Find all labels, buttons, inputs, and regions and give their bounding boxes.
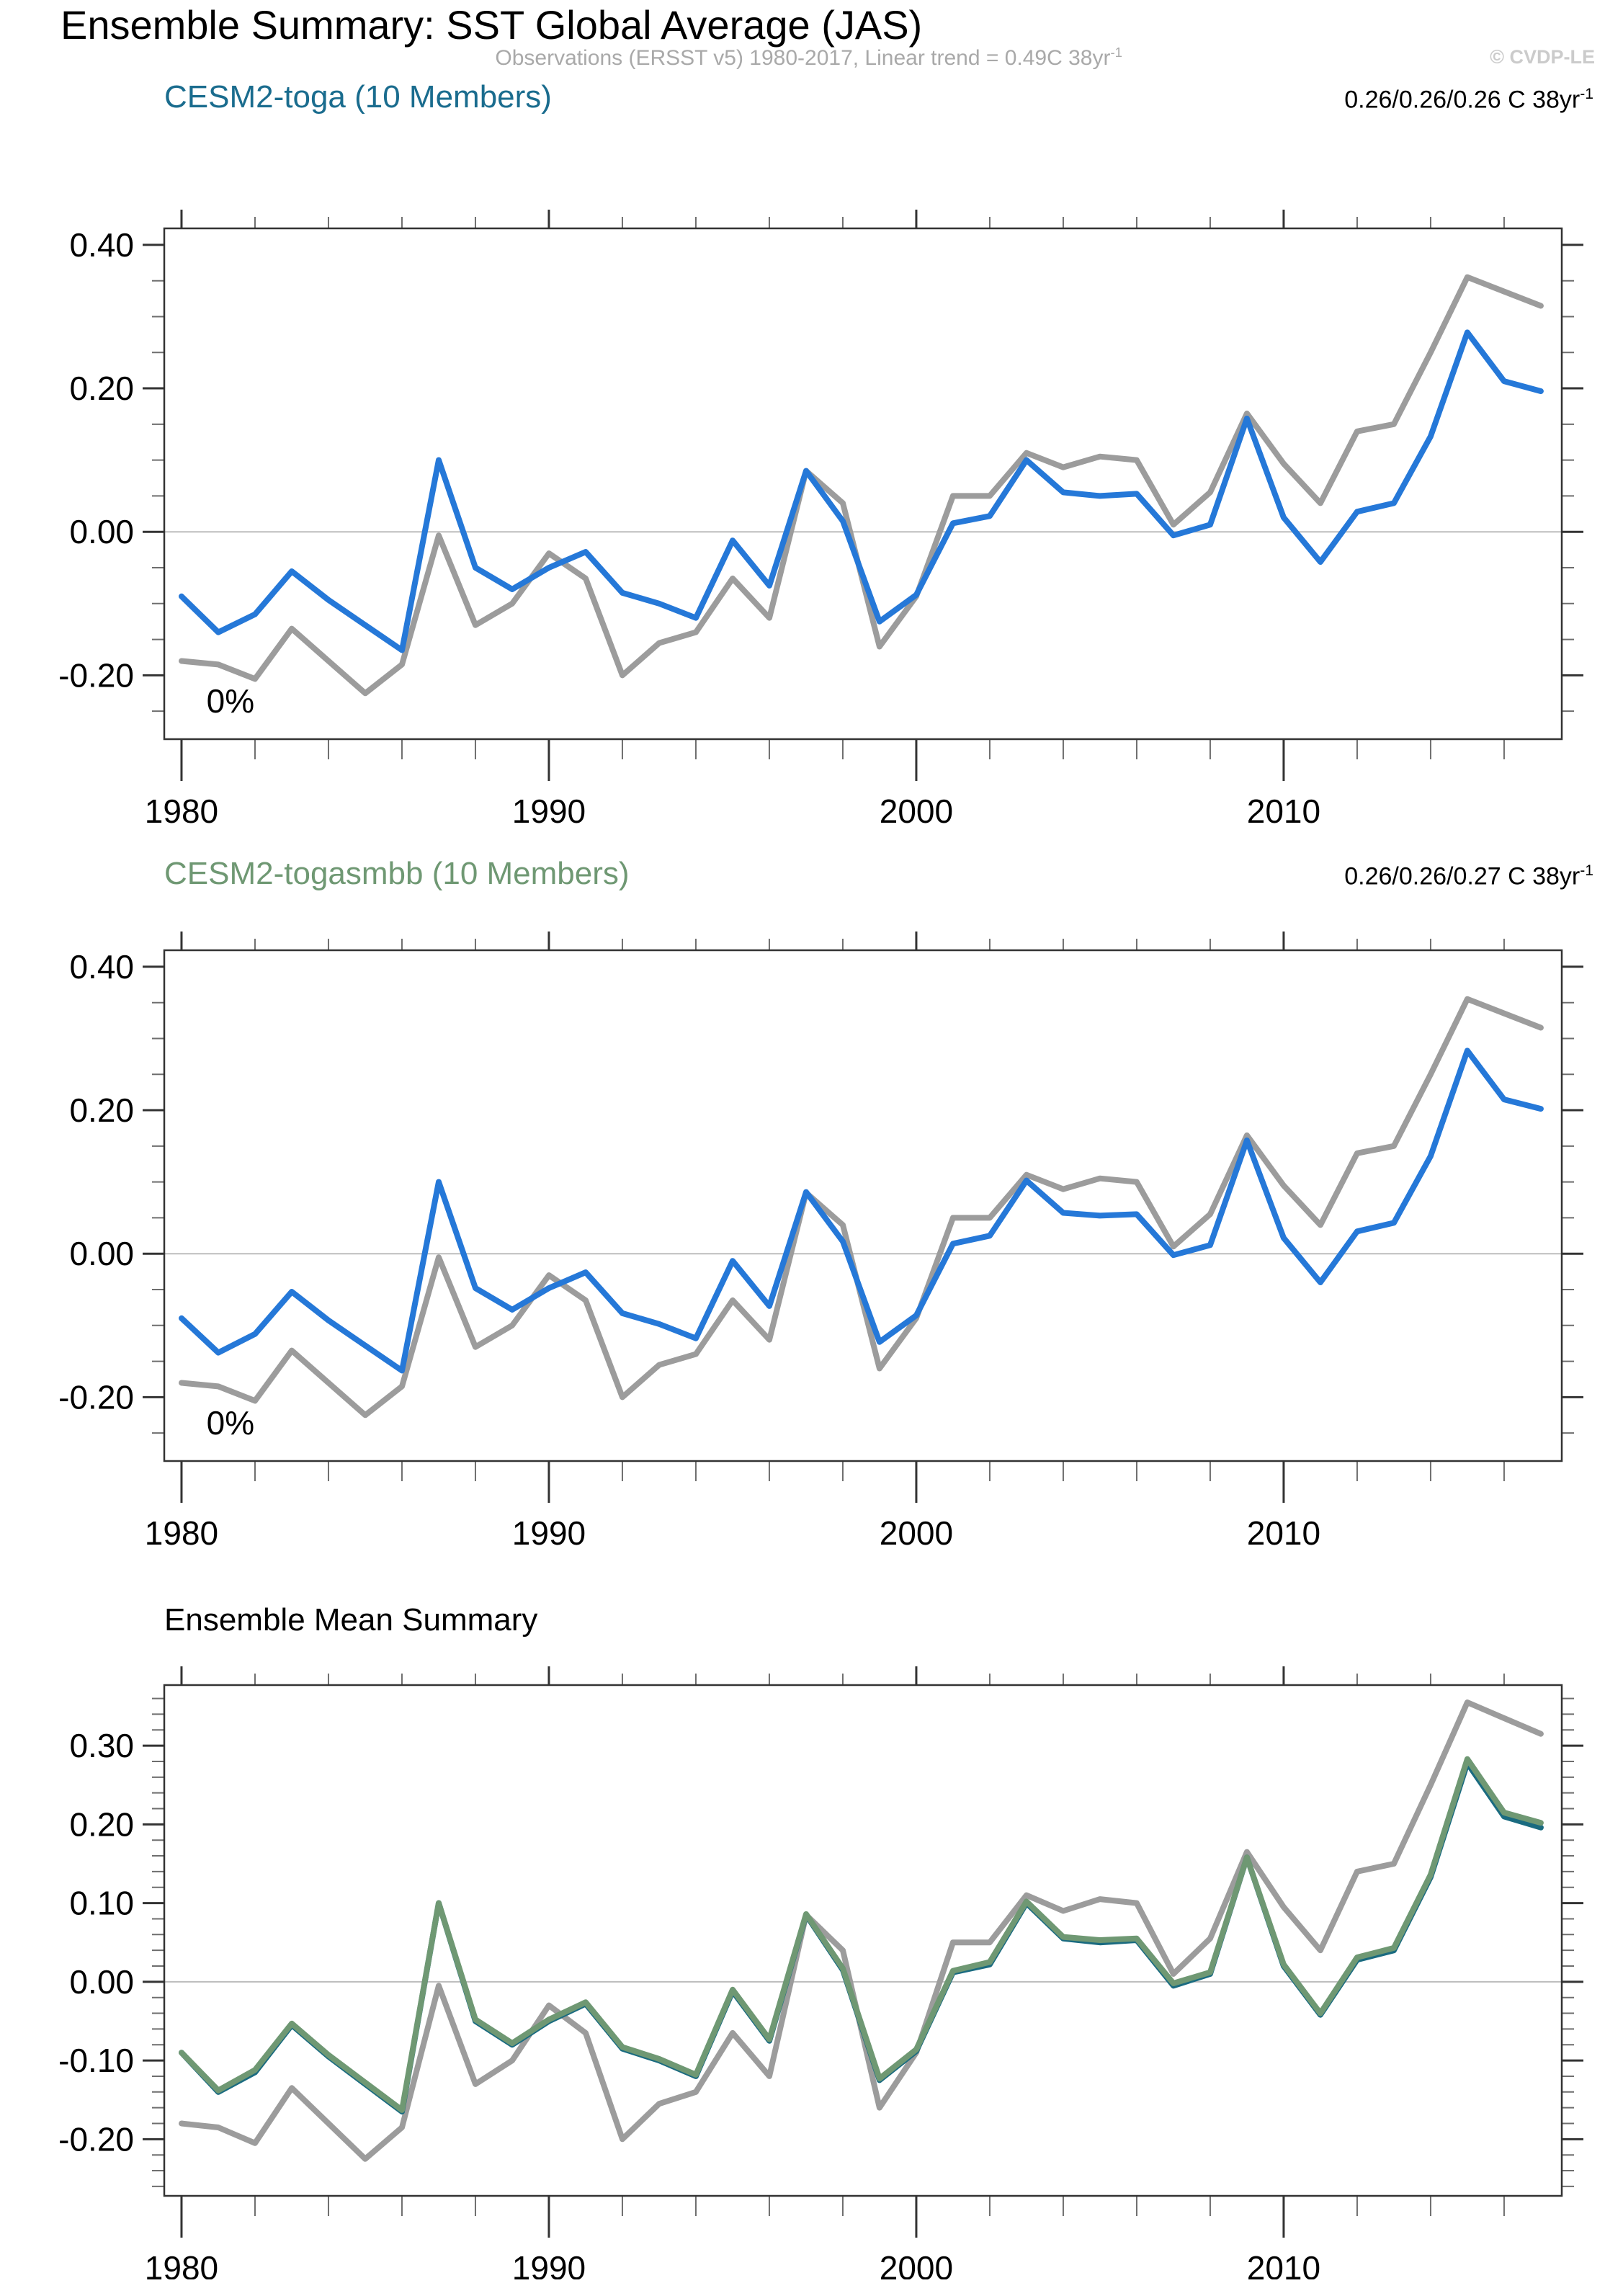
- zero-percent-annotation: 0%: [207, 682, 254, 720]
- panel-1-title: CESM2-toga (10 Members): [164, 79, 552, 115]
- series-line-togasmbb: [179, 1756, 1544, 2113]
- panel-2-header: CESM2-togasmbb (10 Members) 0.26/0.26/0.…: [0, 853, 1605, 892]
- x-tick-label: 1980: [145, 1514, 218, 1552]
- panel-3-title: Ensemble Mean Summary: [164, 1602, 538, 1638]
- x-tick-label: 2010: [1247, 1514, 1320, 1552]
- panel-1-trend-text: 0.26/0.26/0.26 C 38yr: [1344, 86, 1581, 113]
- y-tick-label: 0.30: [69, 1727, 134, 1764]
- series-line-obs: [179, 996, 1544, 1419]
- figure-header: Ensemble Summary: SST Global Average (JA…: [0, 0, 1605, 72]
- series-line-obs: [179, 274, 1544, 697]
- y-tick-label: -0.20: [58, 1378, 134, 1416]
- plot-frame: [163, 1684, 1563, 2197]
- zero-percent-annotation: 0%: [207, 1404, 254, 1442]
- x-tick-label: 1990: [512, 1514, 586, 1552]
- y-tick-label: 0.20: [69, 1091, 134, 1129]
- x-tick-label: 2000: [880, 2249, 953, 2279]
- panel-2-title: CESM2-togasmbb (10 Members): [164, 856, 630, 891]
- x-tick-label: 1980: [145, 2249, 218, 2279]
- panel-2-trend-values: 0.26/0.26/0.27 C 38yr-1: [1344, 862, 1593, 890]
- panel-3-header: Ensemble Mean Summary: [0, 1599, 1605, 1638]
- y-tick-label: -0.20: [58, 656, 134, 694]
- x-tick-label: 1990: [512, 792, 586, 830]
- page-title: Ensemble Summary: SST Global Average (JA…: [61, 2, 923, 48]
- panel-3-chart-ensemble-mean-summary: 0.30 0.20 0.10 0.00 -0.10 -0.20 1980 1990 2000 20…: [58, 1666, 1583, 2279]
- y-tick-label: -0.10: [58, 2042, 134, 2079]
- panel-2-trend-text: 0.26/0.26/0.27 C 38yr: [1344, 862, 1581, 890]
- panel-1-trend-superscript: -1: [1580, 85, 1593, 102]
- cvdp-le-watermark: © CVDP-LE: [1490, 46, 1595, 68]
- subtitle-text: Observations (ERSST v5) 1980-2017, Linea…: [495, 46, 1111, 70]
- panel-1-header: CESM2-toga (10 Members) 0.26/0.26/0.26 C…: [0, 76, 1605, 115]
- plot-frame: [163, 949, 1563, 1462]
- x-tick-label: 1990: [512, 2249, 586, 2279]
- panel-2-trend-superscript: -1: [1580, 862, 1593, 879]
- x-tick-label: 2000: [880, 1514, 953, 1552]
- panel-2-chart-cesm2-togasmbb: 0.40 0.20 0.00 -0.20 1980 1990 2000 2010 0%: [58, 932, 1583, 1552]
- y-tick-label: 0.40: [69, 948, 134, 986]
- plot-frame: [163, 227, 1563, 741]
- y-tick-label: 0.00: [69, 1963, 134, 2001]
- x-tick-label: 2010: [1247, 2249, 1320, 2279]
- series-line-obs: [179, 1699, 1544, 2162]
- panel-1-trend-values: 0.26/0.26/0.26 C 38yr-1: [1344, 86, 1593, 114]
- series-line-toga: [179, 1760, 1544, 2115]
- y-tick-label: 0.20: [69, 370, 134, 407]
- series-line-togasmbb: [179, 1048, 1544, 1374]
- x-tick-label: 2010: [1247, 792, 1320, 830]
- series-line-toga: [179, 329, 1544, 653]
- subtitle-superscript: -1: [1110, 45, 1123, 60]
- panel-1-chart-cesm2-toga: 0.40 0.20 0.00 -0.20 1980 1990 2000 2010 0%: [58, 210, 1583, 830]
- observations-subtitle: Observations (ERSST v5) 1980-2017, Linea…: [495, 45, 1122, 71]
- y-tick-label: 0.00: [69, 1235, 134, 1272]
- y-tick-label: 0.10: [69, 1885, 134, 1922]
- y-tick-label: -0.20: [58, 2120, 134, 2158]
- x-tick-label: 2000: [880, 792, 953, 830]
- y-tick-label: 0.00: [69, 513, 134, 550]
- y-tick-label: 0.40: [69, 226, 134, 264]
- x-tick-label: 1980: [145, 792, 218, 830]
- y-tick-label: 0.20: [69, 1805, 134, 1843]
